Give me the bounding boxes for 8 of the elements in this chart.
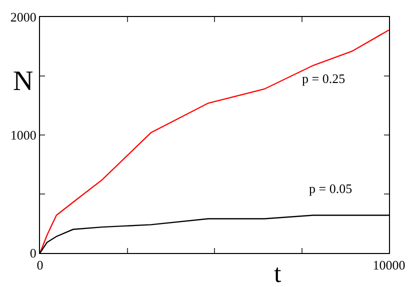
y-tick-label: 2000 (10, 10, 36, 25)
annotation: p = 0.05 (309, 181, 352, 196)
x-tick-label: 10000 (372, 258, 406, 273)
x-axis-title: t (274, 259, 282, 287)
y-tick-label: 1000 (10, 128, 36, 143)
y-axis-title: N (13, 66, 34, 97)
annotation: p = 0.25 (302, 71, 346, 86)
y-tick-label: 0 (30, 246, 36, 261)
